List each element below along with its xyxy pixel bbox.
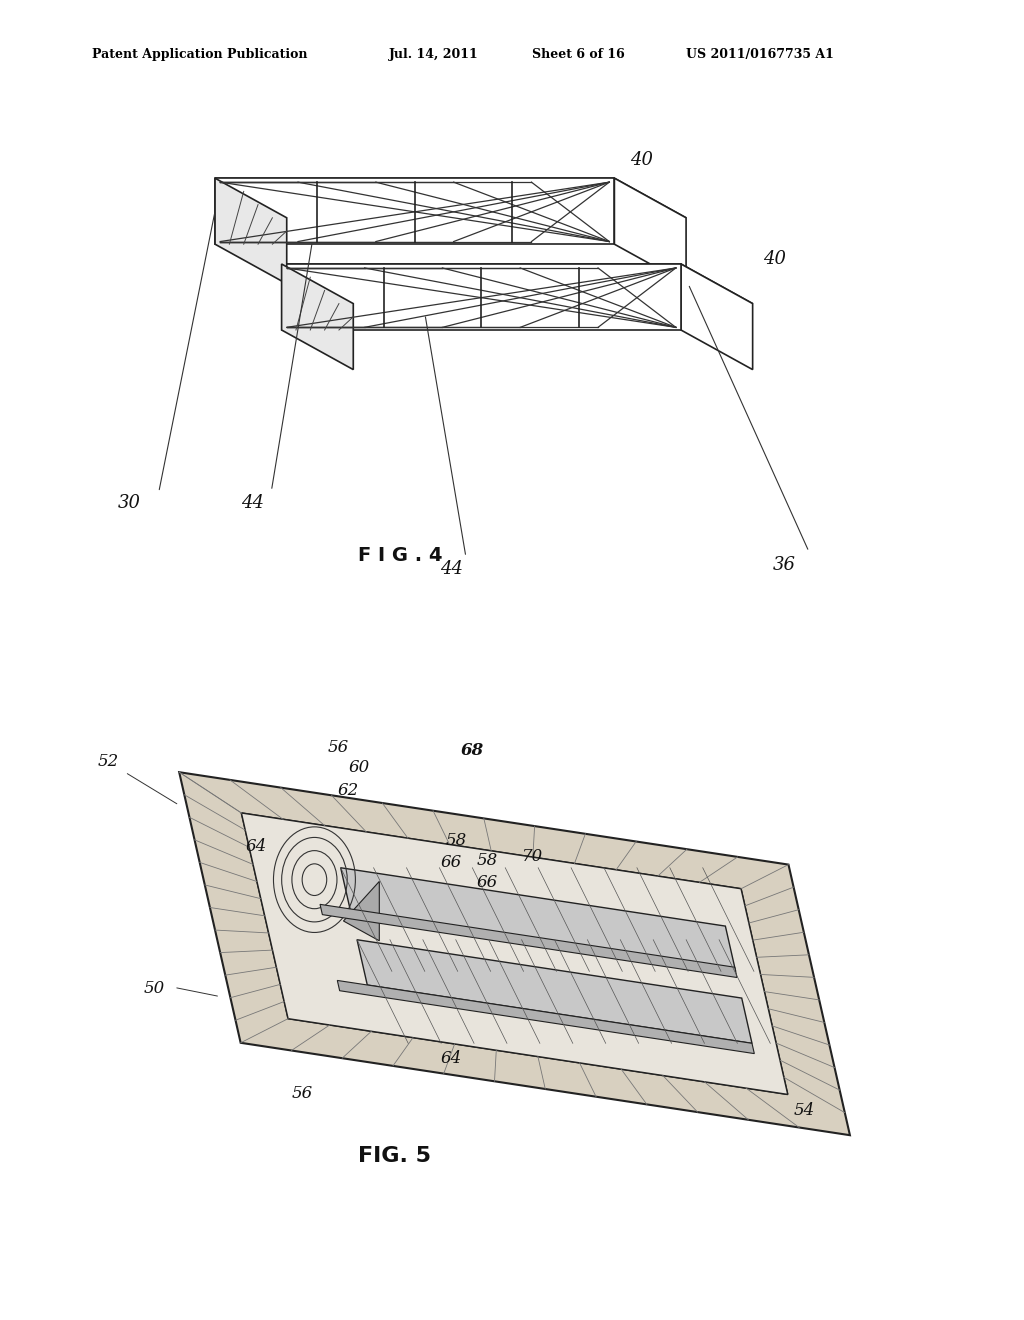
Text: 66: 66 [476,874,498,891]
Text: 60: 60 [348,759,370,776]
Text: Sheet 6 of 16: Sheet 6 of 16 [532,48,626,61]
Text: FIG. 5: FIG. 5 [358,1146,431,1166]
Polygon shape [343,882,379,941]
Text: 64: 64 [246,838,267,855]
Text: US 2011/0167735 A1: US 2011/0167735 A1 [686,48,834,61]
Polygon shape [341,867,735,972]
Text: 30: 30 [118,494,140,512]
Text: Jul. 14, 2011: Jul. 14, 2011 [389,48,479,61]
Polygon shape [179,772,850,1135]
Polygon shape [215,178,287,284]
Text: F I G . 4: F I G . 4 [358,546,443,565]
Text: Patent Application Publication: Patent Application Publication [92,48,307,61]
Text: 44: 44 [241,494,263,512]
Polygon shape [215,178,686,218]
Text: 62: 62 [338,781,359,799]
Polygon shape [242,813,787,1094]
Text: 58: 58 [445,832,467,849]
Polygon shape [614,178,686,284]
Polygon shape [282,264,353,370]
Text: 68: 68 [461,742,484,759]
Polygon shape [242,813,787,1094]
Text: 40: 40 [763,249,785,268]
Text: 56: 56 [328,739,349,756]
Text: 52: 52 [97,752,119,770]
Polygon shape [215,178,614,244]
Polygon shape [681,264,753,370]
Text: 70: 70 [522,847,544,865]
Text: 40: 40 [630,150,652,169]
Text: 58: 58 [476,851,498,869]
Text: 64: 64 [440,1049,462,1067]
Text: 66: 66 [440,854,462,871]
Polygon shape [357,940,752,1043]
Polygon shape [337,981,755,1053]
Polygon shape [321,904,737,978]
Text: 50: 50 [143,979,165,997]
Text: 36: 36 [773,556,796,574]
Text: 44: 44 [440,560,463,578]
Polygon shape [282,264,753,304]
Polygon shape [282,264,681,330]
Text: 56: 56 [292,1085,313,1102]
Text: 54: 54 [794,1102,815,1119]
